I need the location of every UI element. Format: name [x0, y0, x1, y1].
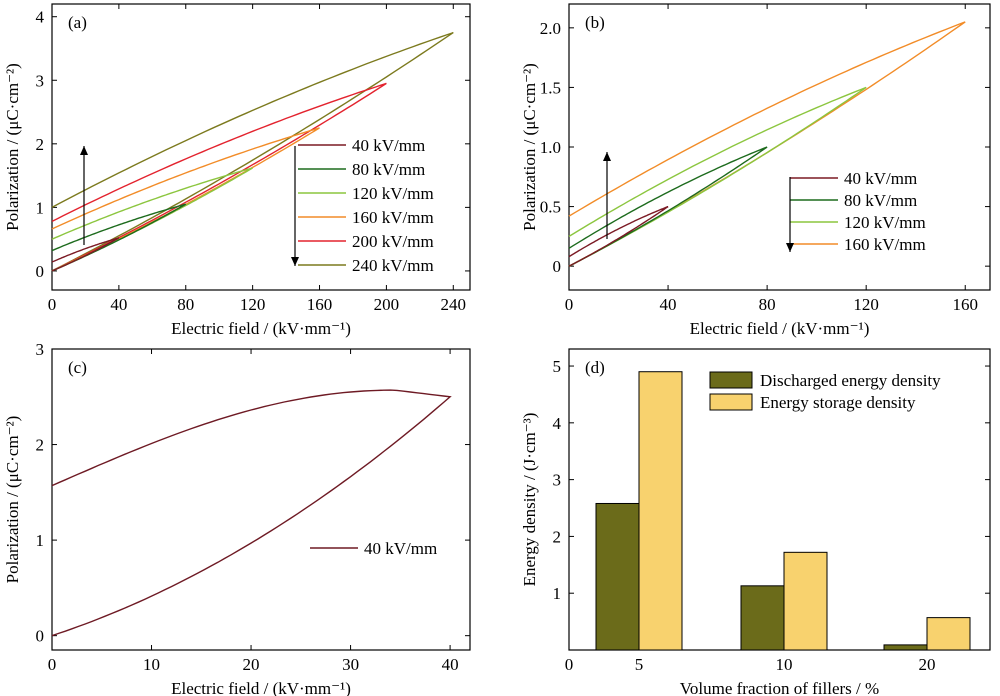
y-tick-label: 1.0 — [540, 138, 561, 157]
panel-label: (b) — [585, 13, 605, 32]
x-tick-label: 10 — [776, 655, 793, 674]
legend-entry: 80 kV/mm — [352, 160, 425, 179]
legend-entry: Discharged energy density — [760, 371, 941, 390]
hysteresis-loop — [568, 86, 867, 267]
y-tick-label: 2 — [553, 527, 562, 546]
bar — [783, 551, 828, 651]
y-tick-label: 2 — [36, 135, 45, 154]
x-tick-label: 0 — [565, 295, 574, 314]
x-tick-label: 40 — [660, 295, 677, 314]
x-tick-label: 240 — [441, 295, 467, 314]
y-tick-label: 1 — [36, 531, 45, 550]
bar — [926, 617, 971, 651]
hysteresis-loop — [51, 389, 452, 637]
bar — [883, 644, 928, 651]
y-tick-label: 3 — [553, 471, 562, 490]
x-tick-label: 200 — [374, 295, 400, 314]
arrow-head — [603, 152, 611, 161]
x-tick-label: 80 — [759, 295, 776, 314]
legend-entry: 240 kV/mm — [352, 256, 434, 275]
y-axis-label: Polarization / (μC·cm⁻²) — [3, 63, 22, 231]
panel-b: 0 40 80 120 160 0 0.5 1.0 1.5 2.0 Electric field /… — [520, 3, 991, 338]
x-tick-label: 0 — [48, 655, 57, 674]
plot-frame — [51, 3, 471, 291]
y-tick-label: 1 — [36, 198, 45, 217]
legend-entry: 40 kV/mm — [352, 136, 425, 155]
y-tick-label: 5 — [553, 357, 562, 376]
y-tick-label: 1.5 — [540, 78, 561, 97]
y-tick-label: 4 — [553, 414, 562, 433]
y-tick-label: 3 — [36, 340, 45, 359]
x-tick-label: 80 — [177, 295, 194, 314]
y-tick-label: 0 — [36, 627, 45, 646]
hysteresis-loop — [51, 82, 387, 272]
hysteresis-loop — [51, 31, 454, 272]
hysteresis-loop — [51, 203, 187, 272]
legend-entry: 120 kV/mm — [844, 213, 926, 232]
x-tick-label: 40 — [442, 655, 459, 674]
x-axis-label: Volume fraction of fillers / % — [680, 679, 879, 696]
x-tick-label: 160 — [307, 295, 333, 314]
hysteresis-loop — [51, 237, 120, 272]
y-axis-label: Polarization / (μC·cm⁻²) — [520, 63, 539, 231]
x-axis-label: Electric field / (kV·mm⁻¹) — [690, 319, 870, 338]
arrow-head — [291, 257, 299, 266]
y-tick-label: 0 — [36, 262, 45, 281]
arrow-head — [80, 146, 88, 155]
x-tick-label: 40 — [110, 295, 127, 314]
legend-entry: 120 kV/mm — [352, 184, 434, 203]
x-tick-label: 10 — [143, 655, 160, 674]
legend-entry: 40 kV/mm — [364, 539, 437, 558]
panel-a: 0 40 80 120 160 200 240 0 1 2 3 4 Electric field / (… — [3, 3, 471, 338]
legend-swatch — [709, 371, 753, 389]
legend-entry: 200 kV/mm — [352, 232, 434, 251]
plot-frame — [568, 3, 991, 291]
x-origin-label: 0 — [565, 655, 574, 674]
panel-d: 1 2 3 4 5 Volume fraction of fillers / % Energ… — [520, 348, 991, 696]
legend-swatch — [709, 393, 753, 411]
hysteresis-loop — [568, 146, 768, 267]
legend-entry: 160 kV/mm — [352, 208, 434, 227]
x-axis-label: Electric field / (kV·mm⁻¹) — [171, 679, 351, 696]
y-tick-label: 2.0 — [540, 19, 561, 38]
y-tick-label: 2 — [36, 436, 45, 455]
bar — [740, 585, 785, 651]
legend-entry: 80 kV/mm — [844, 191, 917, 210]
x-tick-label: 0 — [48, 295, 57, 314]
y-axis-label: Polarization / (μC·cm⁻²) — [3, 416, 22, 584]
x-axis-label: Electric field / (kV·mm⁻¹) — [171, 319, 351, 338]
y-tick-label: 3 — [36, 71, 45, 90]
x-tick-label: 120 — [240, 295, 266, 314]
legend-entry: Energy storage density — [760, 393, 916, 412]
x-tick-label: 20 — [243, 655, 260, 674]
plot-frame — [51, 348, 471, 651]
x-tick-label: 5 — [635, 655, 644, 674]
legend-entry: 160 kV/mm — [844, 235, 926, 254]
panel-c: 0 10 20 30 40 0 1 2 3 Electric field / (kV·mm⁻¹) P… — [3, 340, 471, 696]
hysteresis-loop — [51, 127, 320, 272]
panel-label: (c) — [68, 358, 87, 377]
x-tick-label: 120 — [853, 295, 879, 314]
y-tick-label: 0 — [553, 257, 562, 276]
bar — [595, 502, 640, 651]
y-axis-label: Energy density / (J·cm⁻³) — [520, 413, 539, 587]
legend-entry: 40 kV/mm — [844, 169, 917, 188]
y-tick-label: 0.5 — [540, 198, 561, 217]
x-tick-label: 20 — [919, 655, 936, 674]
arrow-head — [786, 243, 794, 252]
y-tick-label: 1 — [553, 584, 562, 603]
x-tick-label: 160 — [952, 295, 978, 314]
panel-label: (d) — [585, 358, 605, 377]
y-tick-label: 4 — [36, 8, 45, 27]
hysteresis-loop — [568, 205, 669, 267]
bar — [638, 371, 683, 651]
panel-label: (a) — [68, 13, 87, 32]
x-tick-label: 30 — [342, 655, 359, 674]
